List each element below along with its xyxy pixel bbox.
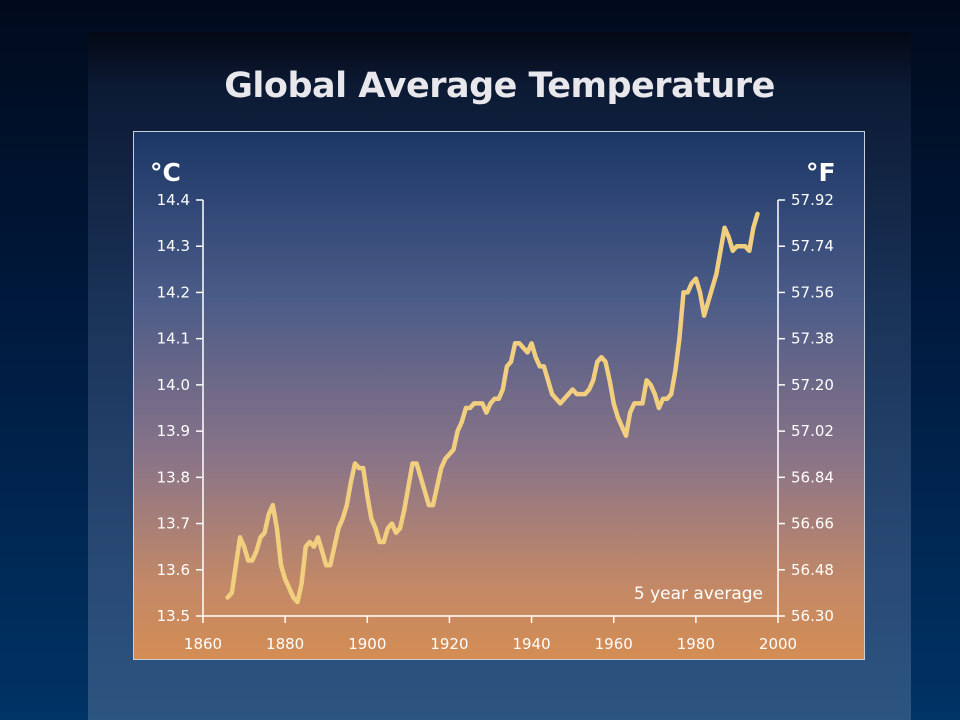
chart-title: Global Average Temperature [224,66,775,106]
right-y-tick-label: 57.20 [791,376,834,394]
right-y-tick-label: 57.02 [791,422,834,440]
right-unit-label: °F [806,158,836,187]
right-y-tick-label: 56.48 [791,561,834,579]
annotation-5-year-average: 5 year average [634,584,763,604]
left-y-tick-label: 14.0 [157,376,190,394]
x-tick-label: 1880 [266,635,304,653]
left-y-tick-label: 13.5 [157,607,190,625]
x-tick-label: 1860 [184,635,222,653]
left-y-tick-label: 13.7 [157,515,190,533]
left-y-tick-label: 14.3 [157,237,190,255]
series-line-temperature [225,211,760,605]
x-tick-label: 2000 [759,635,797,653]
left-y-tick-label: 13.9 [157,422,190,440]
right-y-tick-label: 57.92 [791,191,834,209]
x-tick-label: 1960 [595,635,633,653]
right-y-tick-label: 57.38 [791,330,834,348]
x-tick-label: 1980 [677,635,715,653]
left-y-tick-label: 14.4 [157,191,190,209]
left-y-tick-label: 14.2 [157,283,190,301]
right-y-tick-label: 56.30 [791,607,834,625]
right-y-tick-label: 57.74 [791,237,834,255]
left-y-tick-label: 13.6 [157,561,190,579]
x-tick-label: 1920 [430,635,468,653]
chart-axes [202,200,779,617]
right-y-tick-label: 57.56 [791,283,834,301]
axis-ticks [196,199,785,623]
left-y-tick-label: 13.8 [157,468,190,486]
tick-labels: 13.5 56.30 13.6 56.48 13.7 56.66 13.8 56.84 13.9… [157,191,834,653]
x-tick-label: 1900 [348,635,386,653]
left-unit-label: °C [150,158,181,187]
right-y-tick-label: 56.66 [791,515,834,533]
left-y-tick-label: 14.1 [157,330,190,348]
right-y-tick-label: 56.84 [791,468,834,486]
x-tick-label: 1940 [512,635,550,653]
